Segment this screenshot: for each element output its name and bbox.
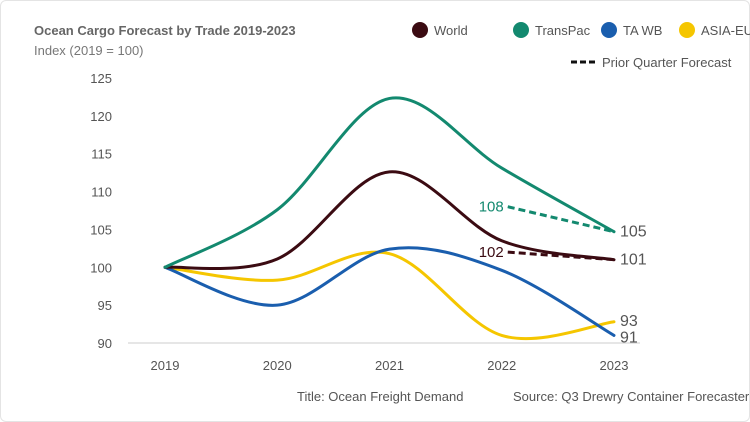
end-value-label: 91 [620,329,638,346]
legend-label: ASIA-EU [701,23,750,38]
prior-forecast-label: 102 [479,244,504,261]
y-tick-label: 125 [90,71,112,86]
series-line-transpac [163,96,616,269]
x-tick-label: 2019 [151,358,180,373]
legend-marker [412,22,428,38]
x-tick-label: 2023 [600,358,629,373]
legend-label: World [434,23,468,38]
x-tick-label: 2020 [263,358,292,373]
x-tick-label: 2022 [487,358,516,373]
chart-subtitle: Index (2019 = 100) [34,43,144,58]
prior-forecast-label: 108 [479,199,504,216]
end-value-label: 93 [620,313,638,330]
legend-prior-forecast-label: Prior Quarter Forecast [602,55,732,70]
legend-marker [601,22,617,38]
y-tick-label: 95 [98,298,112,313]
y-tick-label: 115 [91,147,112,162]
y-tick-label: 110 [91,185,112,200]
footer-title: Title: Ocean Freight Demand [297,389,464,404]
legend-marker [679,22,695,38]
series-line-asia-eu [163,250,616,341]
prior-forecast-line [507,205,615,234]
y-tick-label: 90 [98,336,112,351]
legend-label: TransPac [535,23,591,38]
prior-forecast-line [507,250,615,262]
x-tick-label: 2021 [375,358,404,373]
y-tick-label: 100 [90,260,112,275]
chart-title: Ocean Cargo Forecast by Trade 2019-2023 [34,23,296,38]
legend-label: TA WB [623,23,662,38]
footer-source: Source: Q3 Drewry Container Forecaster [513,389,750,404]
series-line-world [163,170,616,271]
end-value-label: 105 [620,224,647,241]
y-tick-label: 105 [90,222,112,237]
y-tick-label: 120 [90,109,112,124]
legend-marker [513,22,529,38]
series-line-ta-wb [163,246,616,337]
end-value-label: 101 [620,252,647,269]
